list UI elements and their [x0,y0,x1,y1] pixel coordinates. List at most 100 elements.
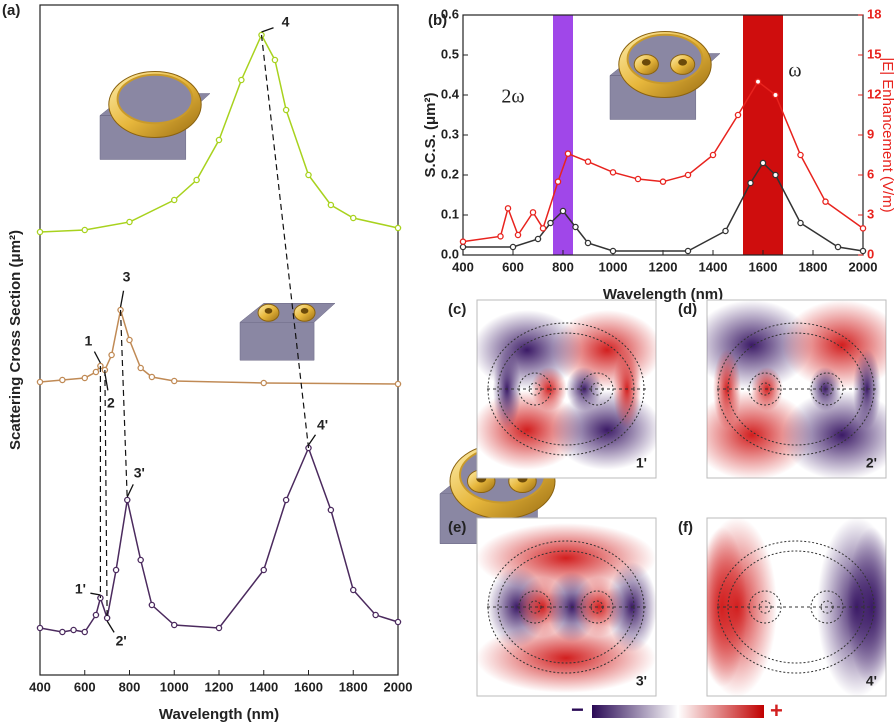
annotation: 4' [317,417,328,433]
data-point [459,243,467,251]
data-point [534,235,542,243]
x-tick-label: 1800 [339,679,368,694]
x-tick-label: 2000 [384,679,413,694]
field-map [476,517,657,697]
highlight-band [553,15,573,255]
data-point [659,178,667,185]
y-tick-label: 0.0 [441,246,459,261]
field-map [706,299,887,479]
data-point [36,378,44,386]
data-point [564,150,572,157]
annotation-arrow [126,484,134,498]
map-field [477,523,656,693]
colorbar [592,705,764,718]
data-point [372,611,379,619]
map-panel-label: (c) [448,301,466,318]
data-point [859,247,867,255]
data-point [349,214,357,222]
annotation-arrow [93,351,101,364]
map-panel-label: (d) [678,301,697,318]
y2-tick-label: 0 [867,246,874,261]
x-tick-label: 800 [119,679,141,694]
x-tick-label: 1000 [599,259,628,274]
annotation-arrow [261,27,274,33]
inset-render [239,303,336,361]
panel-label: (a) [2,2,20,19]
data-point [609,169,617,176]
dashed-guide [119,309,128,501]
y2-tick-label: 3 [867,206,874,221]
data-point [81,226,89,234]
data-point [754,78,762,85]
x-tick-label: 800 [552,259,574,274]
data-point [684,171,692,179]
x-tick-label: 1000 [160,679,189,694]
disk-hole [678,59,687,66]
data-point [539,225,547,232]
data-point [349,586,357,594]
x-tick-label: 600 [502,259,524,274]
data-point [282,106,290,114]
data-point [634,175,642,183]
data-point [327,201,335,209]
panel-label: (b) [428,12,447,29]
x-axis-label: Wavelength (nm) [603,286,723,303]
x-tick-label: 2000 [849,259,878,274]
data-point [584,239,592,247]
data-point [238,76,245,84]
y2-tick-label: 9 [867,126,874,141]
annotation: 2 [107,395,115,411]
x-tick-label: 1600 [749,259,778,274]
colorbar-min-label: − [571,697,584,722]
map-panel-label: (e) [448,519,466,536]
y2-axis-label: |E| Enhancement (V/m) [879,57,896,212]
annotation: 3' [134,465,145,481]
data-point [797,219,804,227]
data-point [260,379,267,387]
data-point [112,566,120,574]
data-point [497,233,504,240]
ring-outline [497,332,635,446]
data-point [215,136,223,144]
data-point [459,238,467,245]
inset-render [99,71,211,160]
disk-hole [300,308,309,314]
y-tick-label: 0.2 [441,166,459,181]
data-point [514,231,522,239]
x-tick-label: 1400 [699,259,728,274]
y2-tick-label: 15 [867,46,881,61]
substrate [239,303,336,361]
map-field [707,518,886,696]
ring-outline [497,550,635,664]
x-tick-label: 1600 [294,679,323,694]
series-line [463,161,864,252]
data-point [772,91,779,99]
field-map [476,299,657,479]
annotation: 4 [282,14,290,30]
data-point [772,171,779,179]
disk-hole [264,308,273,314]
y-tick-label: 0.3 [441,126,459,141]
data-point [81,628,89,636]
disk-hole [641,59,651,66]
data-point [822,198,829,205]
data-point [305,171,312,179]
map-panel-label: (f) [678,519,693,536]
field-lobe [713,349,741,429]
data-point [327,506,335,514]
data-point [137,364,144,372]
data-point [92,368,100,376]
data-point [759,159,767,167]
x-tick-label: 400 [452,259,474,274]
ring-outline [727,550,865,664]
data-point [137,556,144,564]
field-lobe [847,527,886,687]
data-point [170,377,178,385]
data-point [148,601,156,609]
field-lobe [707,527,747,687]
map-mode-label: 4' [866,673,877,689]
field-map [706,517,887,697]
data-point [504,205,512,212]
data-point [59,628,66,636]
